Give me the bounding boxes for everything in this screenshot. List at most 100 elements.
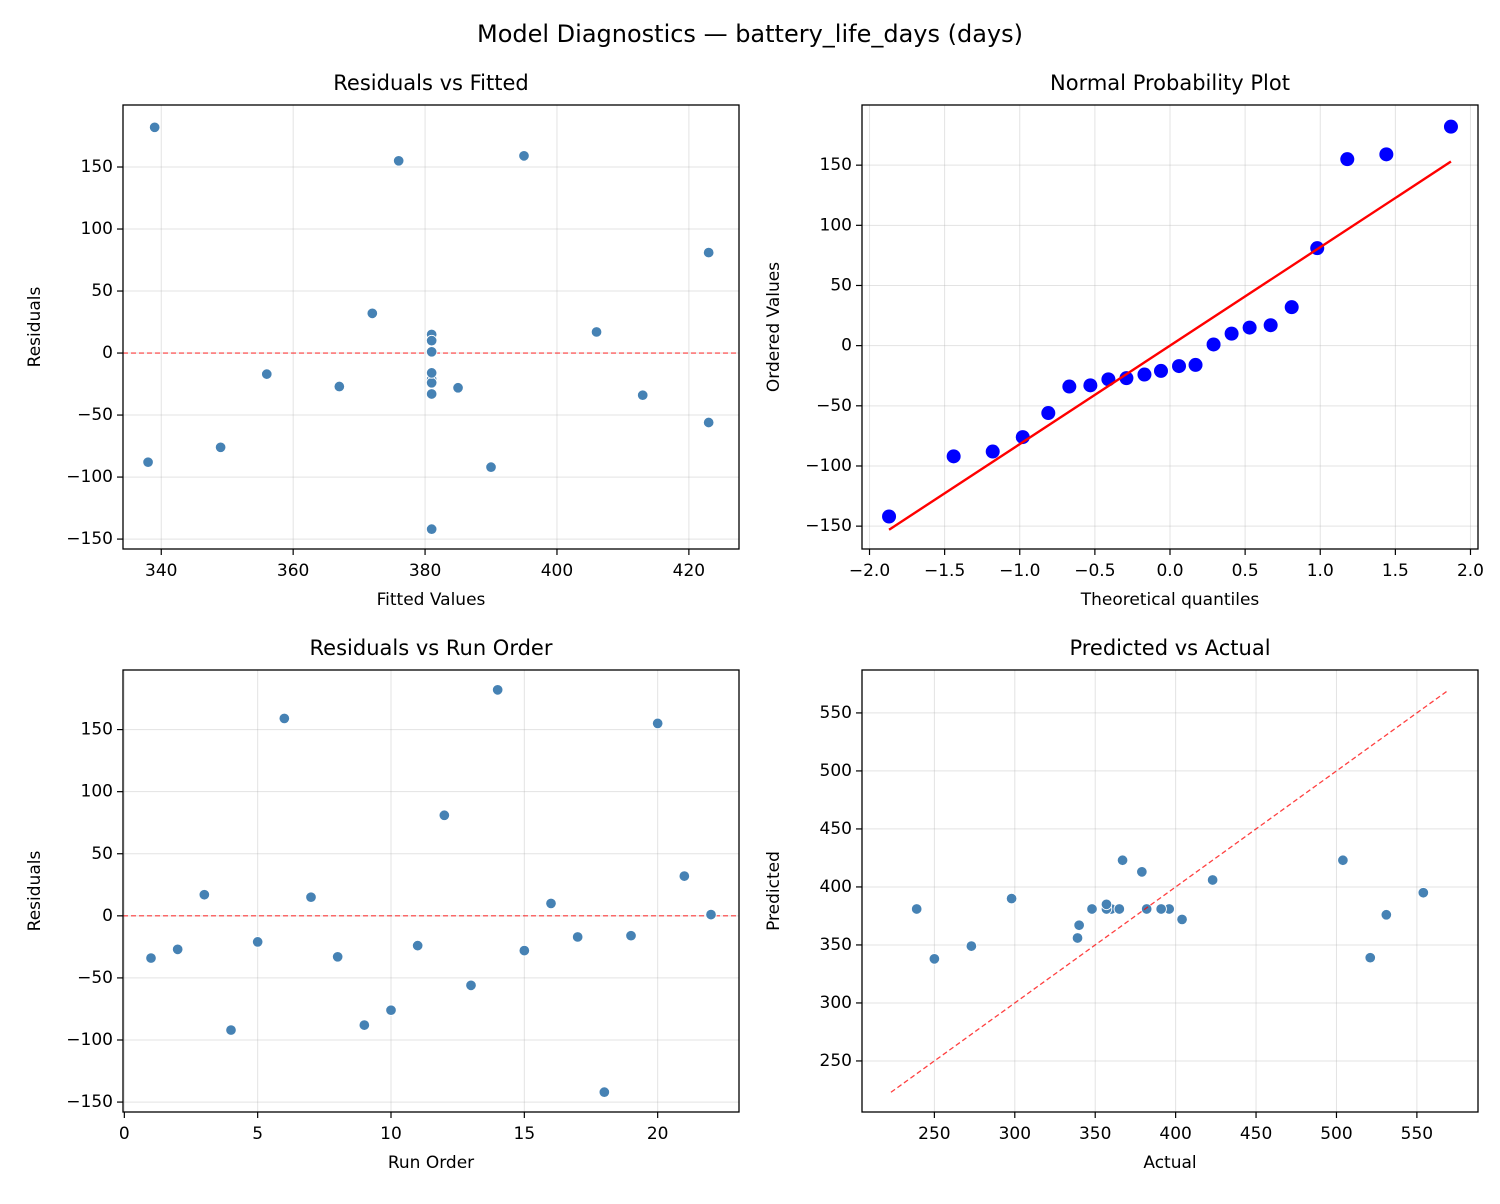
- subplot-title: Predicted vs Actual: [1069, 636, 1270, 660]
- data-point: [1100, 898, 1113, 911]
- data-point: [1380, 909, 1393, 921]
- y-tick-label: 100: [81, 219, 113, 239]
- data-point: [1206, 337, 1221, 352]
- x-tick-label: 450: [1240, 1124, 1272, 1144]
- data-point: [425, 346, 438, 358]
- data-point: [1379, 147, 1394, 162]
- data-point: [590, 326, 603, 338]
- data-point: [331, 951, 344, 963]
- data-point: [1086, 903, 1098, 915]
- y-tick-label: 50: [91, 844, 113, 864]
- x-axis-label: Run Order: [388, 1153, 474, 1173]
- y-tick-label: −50: [77, 405, 113, 425]
- data-point: [1137, 367, 1152, 382]
- y-axis-label: Residuals: [25, 287, 45, 368]
- y-tick-label: 0: [841, 336, 852, 356]
- data-point: [1119, 371, 1134, 386]
- data-point: [392, 155, 405, 167]
- data-point: [705, 908, 717, 921]
- y-tick-label: 400: [820, 877, 852, 897]
- y-tick-label: −50: [816, 396, 852, 416]
- x-tick-label: 250: [918, 1124, 950, 1144]
- data-point: [198, 888, 211, 901]
- subplot: Residuals vs Fitted 340 360 380 400 420 −150 −1…: [25, 71, 740, 610]
- y-tick-label: −150: [66, 1092, 113, 1112]
- y-tick-label: −100: [805, 456, 852, 476]
- x-axis-label: Theoretical quantiles: [1080, 590, 1260, 610]
- x-tick-label: 550: [1401, 1124, 1433, 1144]
- x-tick-label: 400: [541, 561, 573, 581]
- x-tick-label: −1.0: [999, 561, 1040, 581]
- subplot-title: Residuals vs Fitted: [333, 71, 528, 95]
- x-tick-label: 350: [1079, 1124, 1111, 1144]
- data-point: [1443, 119, 1458, 134]
- subplot-title: Residuals vs Run Order: [310, 636, 553, 660]
- y-tick-label: 0: [102, 343, 113, 363]
- y-tick-label: 550: [820, 703, 852, 723]
- data-point: [148, 121, 161, 134]
- x-tick-label: 300: [999, 1124, 1031, 1144]
- figure-title: Model Diagnostics — battery_life_days (d…: [477, 20, 1023, 48]
- x-tick-label: 1.0: [1307, 561, 1334, 581]
- data-point: [411, 939, 424, 952]
- x-tick-label: 0: [119, 1124, 130, 1144]
- y-tick-label: −100: [66, 1030, 113, 1050]
- data-point: [1083, 378, 1098, 393]
- data-point: [518, 944, 531, 957]
- data-point: [702, 416, 715, 429]
- x-axis-label: Actual: [1143, 1153, 1196, 1173]
- subplot-title: Normal Probability Plot: [1050, 71, 1290, 95]
- y-axis-label: Residuals: [25, 851, 45, 932]
- x-tick-label: −0.5: [1074, 561, 1115, 581]
- data-point: [278, 712, 291, 725]
- data-point: [261, 368, 273, 380]
- x-tick-label: 400: [1159, 1124, 1191, 1144]
- x-tick-label: 420: [673, 561, 705, 581]
- y-tick-label: 50: [91, 281, 113, 301]
- data-point: [385, 1004, 397, 1016]
- data-point: [1224, 326, 1239, 341]
- x-tick-label: 380: [409, 561, 441, 581]
- data-point: [1155, 903, 1167, 915]
- data-point: [438, 809, 451, 822]
- data-point: [1101, 372, 1116, 387]
- x-tick-label: 20: [647, 1124, 669, 1144]
- x-tick-label: 340: [145, 561, 177, 581]
- fit-line: [888, 160, 1452, 531]
- data-point: [333, 380, 346, 393]
- data-point: [1242, 320, 1257, 335]
- data-point: [1005, 892, 1018, 905]
- y-tick-label: −150: [66, 529, 113, 549]
- data-point: [1140, 903, 1153, 915]
- data-point: [1364, 951, 1376, 964]
- y-tick-label: 150: [81, 720, 113, 740]
- data-point: [491, 684, 504, 696]
- data-point: [1263, 318, 1278, 333]
- y-tick-label: 100: [820, 215, 852, 235]
- data-point: [425, 334, 438, 347]
- data-point: [518, 150, 530, 162]
- x-tick-label: 500: [1320, 1124, 1352, 1144]
- reference-line: [890, 690, 1448, 1093]
- y-tick-label: −50: [77, 968, 113, 988]
- subplot: Normal Probability Plot −2.0 −1.5 −1.0 −0.5 0…: [764, 71, 1484, 610]
- data-point: [1153, 363, 1168, 378]
- x-tick-label: −1.5: [924, 561, 965, 581]
- data-point: [425, 388, 438, 400]
- data-point: [882, 509, 897, 524]
- x-axis-label: Fitted Values: [377, 590, 486, 610]
- data-point: [145, 952, 157, 964]
- y-tick-label: 350: [820, 935, 852, 955]
- data-point: [1284, 300, 1299, 315]
- data-point: [465, 979, 477, 992]
- axes-frame: [861, 669, 1479, 1113]
- data-point: [1116, 854, 1129, 867]
- data-point: [425, 377, 438, 389]
- data-point: [678, 870, 691, 882]
- x-tick-label: 10: [380, 1124, 402, 1144]
- data-point: [305, 891, 317, 903]
- y-tick-label: 250: [820, 1051, 852, 1071]
- y-tick-label: 50: [830, 275, 852, 295]
- y-tick-label: −150: [805, 516, 852, 536]
